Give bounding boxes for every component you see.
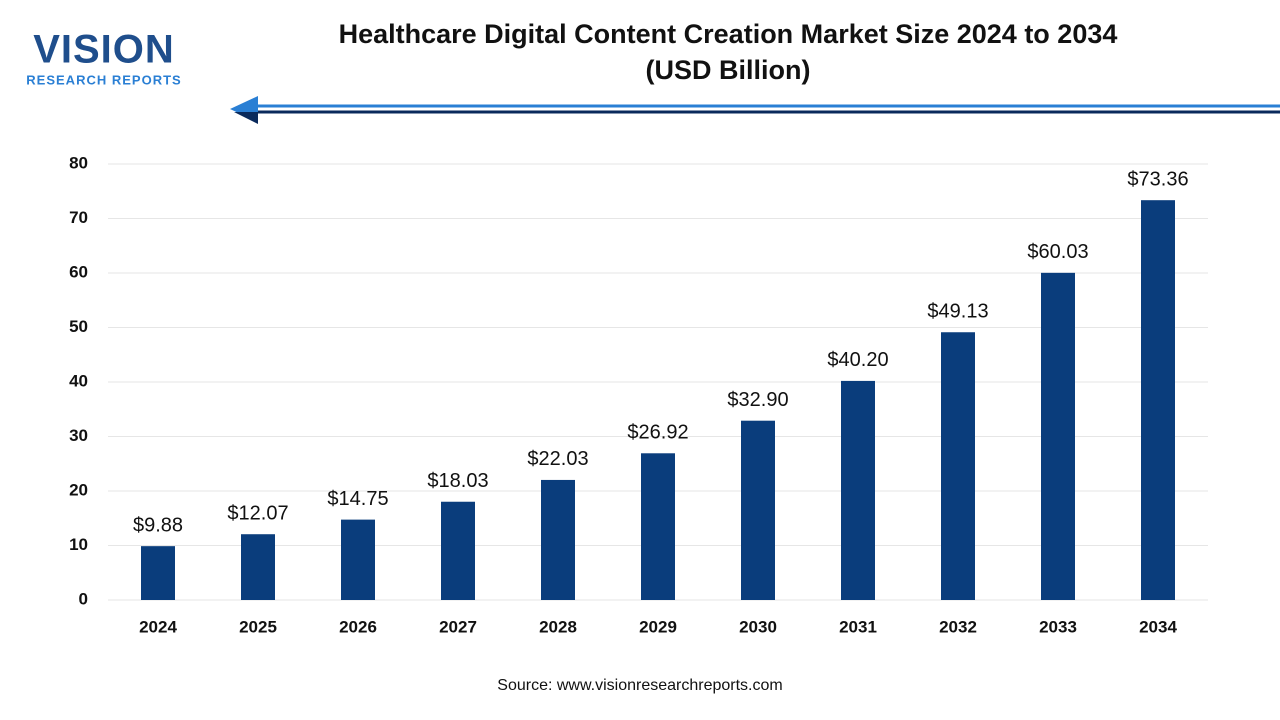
x-tick-label: 2028 — [539, 617, 577, 636]
logo-tagline: RESEARCH REPORTS — [26, 72, 181, 87]
value-label: $18.03 — [427, 470, 488, 492]
x-tick-label: 2024 — [139, 617, 177, 636]
bar — [341, 519, 375, 600]
x-tick-label: 2030 — [739, 617, 777, 636]
y-tick-label: 60 — [69, 262, 88, 281]
value-label: $9.88 — [133, 514, 183, 536]
value-label: $22.03 — [527, 448, 588, 470]
source: Source: www.visionresearchreports.com — [497, 677, 782, 694]
x-tick-label: 2029 — [639, 617, 677, 636]
x-tick-label: 2031 — [839, 617, 877, 636]
bar — [141, 546, 175, 600]
value-label: $14.75 — [327, 488, 388, 510]
x-tick-label: 2026 — [339, 617, 377, 636]
y-tick-label: 40 — [69, 371, 88, 390]
value-label: $40.20 — [827, 349, 888, 371]
bar — [541, 479, 575, 600]
y-tick-label: 20 — [69, 480, 88, 499]
value-label: $49.13 — [927, 301, 988, 323]
bar — [1141, 200, 1175, 601]
x-tick-label: 2034 — [1139, 617, 1177, 636]
y-tick-label: 80 — [69, 153, 88, 172]
y-tick-label: 10 — [69, 535, 88, 554]
value-label: $26.92 — [627, 422, 688, 444]
bar — [641, 453, 675, 600]
bar — [741, 420, 775, 600]
x-tick-label: 2025 — [239, 617, 277, 636]
chart-title: Healthcare Digital Content Creation Mark… — [339, 19, 1118, 49]
y-tick-label: 0 — [79, 589, 88, 608]
value-label: $32.90 — [727, 389, 788, 411]
x-tick-label: 2027 — [439, 617, 477, 636]
y-tick-label: 50 — [69, 317, 88, 336]
value-label: $12.07 — [227, 502, 288, 524]
bar — [241, 534, 275, 600]
logo-name: VISION — [33, 28, 175, 72]
x-tick-label: 2032 — [939, 617, 977, 636]
bar — [841, 380, 875, 600]
bar — [441, 501, 475, 600]
y-tick-label: 70 — [69, 208, 88, 227]
header-arrow — [234, 112, 258, 124]
bar — [941, 332, 975, 600]
value-label: $60.03 — [1027, 241, 1088, 263]
bar — [1041, 272, 1075, 600]
value-label: $73.36 — [1127, 168, 1188, 190]
x-tick-label: 2033 — [1039, 617, 1077, 636]
y-tick-label: 30 — [69, 426, 88, 445]
chart-subtitle: (USD Billion) — [646, 55, 811, 85]
